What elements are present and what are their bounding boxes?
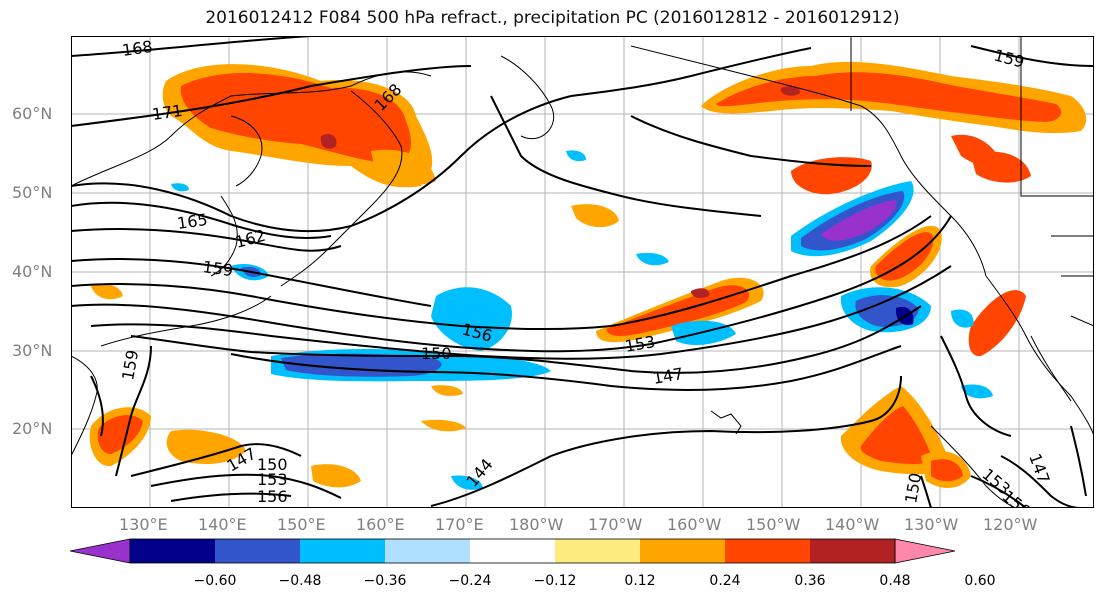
lon-label: 160°E (356, 515, 405, 534)
plot-title: 2016012412 F084 500 hPa refract., precip… (205, 8, 900, 28)
precip-region (431, 287, 512, 351)
colorbar-tick-label: 0.24 (709, 573, 741, 589)
colorbar-segment (300, 539, 385, 563)
precip-region (636, 252, 669, 266)
map-panel: 168 171 168 165 162 159 156 150 153 147 … (71, 36, 1094, 508)
precip-region (961, 384, 993, 399)
precip-region (875, 232, 934, 281)
colorbar-tick-label: 0.48 (879, 573, 911, 589)
refractivity-contours (71, 36, 1094, 508)
contour-label: 168 (121, 37, 154, 60)
lon-label: 130°W (904, 515, 959, 534)
lat-label: 60°N (12, 104, 53, 123)
colorbar-segment (385, 539, 470, 563)
precip-region (180, 73, 411, 164)
lon-label: 150°W (746, 515, 801, 534)
precip-region (451, 475, 483, 490)
precip-region (931, 459, 963, 482)
precip-region (951, 309, 974, 328)
lon-label: 180°W (509, 515, 564, 534)
colorbar-segment (810, 539, 895, 563)
lon-label: 150°E (277, 515, 326, 534)
contour-label: 150 (901, 471, 925, 504)
contour-label: 150 (421, 344, 452, 363)
colorbar-segment (470, 539, 555, 563)
colorbar-segment (130, 539, 215, 563)
precip-region (860, 406, 933, 465)
lon-label: 170°E (435, 515, 484, 534)
precip-region (821, 200, 897, 241)
colorbar-extend-high (894, 538, 956, 564)
colorbar-tick-label: 0.60 (964, 573, 996, 589)
colorbar-tick-label: 0.36 (794, 573, 826, 589)
contour-label: 165 (176, 210, 209, 233)
contour-label: 153 (623, 332, 656, 356)
lon-label: 140°W (825, 515, 880, 534)
lon-label: 140°E (198, 515, 247, 534)
precip-negative-regions (171, 150, 993, 490)
contour-label: 147 (651, 364, 684, 388)
precip-region (166, 429, 246, 464)
precip-positive-regions (89, 61, 1087, 488)
lon-label: 170°W (588, 515, 643, 534)
colorbar-extend-low (70, 538, 131, 564)
precip-region (566, 150, 586, 162)
colorbar-segment (725, 539, 810, 563)
precip-region (571, 204, 619, 228)
colorbar-segment (215, 539, 300, 563)
precip-region (968, 290, 1026, 357)
precip-region (431, 385, 463, 396)
map-frame (71, 36, 1094, 508)
contour-label: 159 (118, 348, 142, 381)
precip-region (171, 183, 189, 192)
colorbar-segment (555, 539, 640, 563)
precip-region (320, 134, 337, 149)
lat-label: 40°N (12, 262, 53, 281)
lon-label: 130°E (119, 515, 168, 534)
colorbar-tick-label: −0.24 (448, 573, 492, 589)
precip-region (97, 415, 143, 454)
lat-label: 30°N (12, 341, 53, 360)
colorbar-segment (640, 539, 725, 563)
precip-region (371, 149, 436, 185)
colorbar-tick-label: −0.60 (193, 573, 237, 589)
colorbar-tick-label: −0.36 (363, 573, 407, 589)
precip-region (691, 288, 710, 299)
contour-label: 171 (151, 101, 184, 124)
precip-region (971, 151, 1031, 183)
lat-label: 50°N (12, 183, 53, 202)
lon-label: 120°W (983, 515, 1038, 534)
colorbar-tick-label: −0.12 (533, 573, 577, 589)
colorbar-tick-label: −0.48 (278, 573, 322, 589)
contour-label: 147 (1025, 451, 1053, 486)
precip-region (780, 86, 800, 96)
lat-label: 20°N (12, 419, 53, 438)
colorbar (70, 538, 956, 564)
precip-region (311, 464, 361, 488)
lon-label: 160°W (667, 515, 722, 534)
contour-label: 156 (257, 487, 288, 506)
precip-region (91, 284, 123, 300)
contour-label: 153 (257, 470, 288, 489)
colorbar-tick-label: 0.12 (624, 573, 656, 589)
contour-label: 162 (233, 226, 267, 252)
precip-region (716, 72, 1062, 122)
precip-region (421, 419, 466, 432)
contour-label: 150 (257, 455, 288, 474)
contour-label: 159 (201, 257, 234, 280)
